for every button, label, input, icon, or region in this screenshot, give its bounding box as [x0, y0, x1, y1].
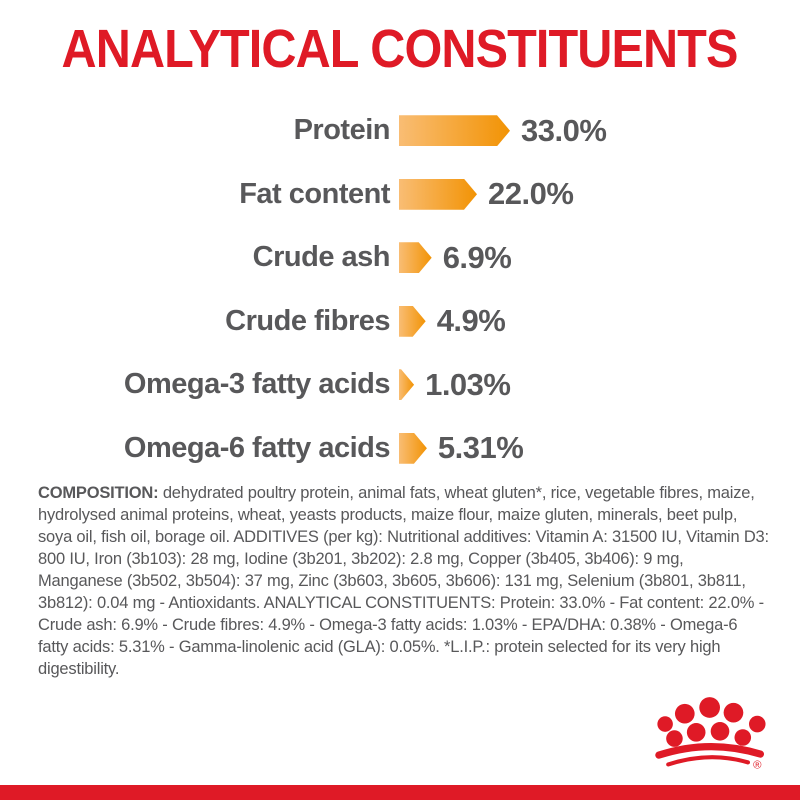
- constituent-label: Omega-3 fatty acids: [123, 368, 391, 401]
- crown-arc-lower: [666, 755, 751, 767]
- crown-dot: [657, 716, 673, 732]
- constituent-value: 4.9%: [436, 303, 506, 339]
- chart-row: Crude ash 6.9%: [0, 226, 800, 290]
- crown-dot: [734, 729, 752, 746]
- constituent-bar: [399, 433, 427, 464]
- crown-dot: [723, 702, 744, 723]
- crown-dot: [748, 715, 766, 733]
- page-title-wrap: ANALYTICAL CONSTITUENTS: [0, 18, 800, 80]
- crown-dot: [699, 697, 720, 718]
- royal-canin-crown-logo: ®: [655, 697, 766, 772]
- constituent-label: Protein: [293, 114, 391, 147]
- constituent-bar: [399, 306, 426, 337]
- constituent-value: 22.0%: [488, 176, 574, 212]
- footer-stripe: [0, 785, 800, 800]
- chart-row: Omega-6 fatty acids 5.31%: [0, 417, 800, 481]
- crown-dot: [674, 703, 695, 724]
- page-title: ANALYTICAL CONSTITUENTS: [62, 19, 739, 79]
- crown-dot: [710, 721, 730, 741]
- constituent-label: Omega-6 fatty acids: [123, 431, 391, 464]
- composition-text: COMPOSITION: dehydrated poultry protein,…: [38, 482, 770, 680]
- chart-row: Protein 33.0%: [0, 99, 800, 163]
- composition-body: dehydrated poultry protein, animal fats,…: [38, 484, 769, 678]
- constituent-value: 5.31%: [437, 430, 524, 466]
- constituent-label: Crude ash: [252, 241, 391, 274]
- constituent-value: 33.0%: [521, 112, 607, 148]
- registered-trademark-icon: ®: [753, 760, 762, 772]
- chart-row: Omega-3 fatty acids 1.03%: [0, 353, 800, 417]
- constituent-value: 1.03%: [425, 366, 511, 402]
- constituent-value: 6.9%: [442, 239, 512, 275]
- constituent-bar: [399, 115, 510, 146]
- constituent-bar: [399, 369, 414, 400]
- crown-dot: [686, 723, 706, 742]
- crown-arc-upper: [655, 742, 764, 759]
- constituents-chart: Protein 33.0% Fat content 22.0% Crude ash 6.9…: [0, 99, 800, 480]
- chart-row: Crude fibres 4.9%: [0, 290, 800, 354]
- composition-heading: COMPOSITION:: [38, 484, 159, 502]
- constituent-label: Crude fibres: [225, 304, 390, 337]
- constituent-bar: [399, 179, 477, 210]
- crown-dot: [666, 730, 683, 747]
- constituent-label: Fat content: [239, 177, 390, 210]
- constituent-bar: [399, 242, 432, 273]
- chart-row: Fat content 22.0%: [0, 163, 800, 227]
